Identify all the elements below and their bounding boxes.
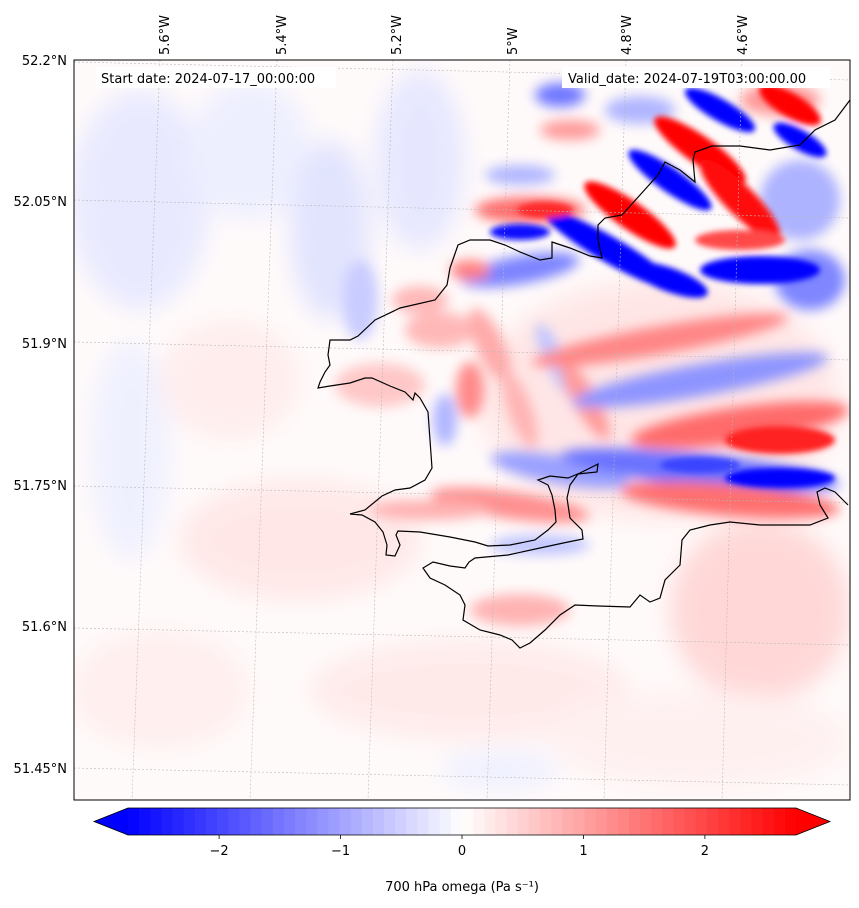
colorbar-segment [361,808,374,835]
map-plot-area: Start date: 2024-07-17_00:00:00 Valid_da… [73,59,851,801]
colorbar-segment [662,808,675,835]
lon-label-5.2W: 5.2°W [390,15,405,55]
colorbar-tick-label: 2 [701,844,709,859]
colorbar-outline [92,807,832,836]
coastline [317,99,850,649]
longitude-labels: 5.6°W 5.4°W 5.2°W 5°W 4.8°W 4.6°W [158,15,751,55]
colorbar-segment [629,808,641,835]
colorbar-segment [595,808,608,835]
colorbar-segment [506,808,519,835]
colorbar-segment [640,808,652,835]
colorbar-segment [729,808,741,835]
colorbar-segment [217,808,229,835]
colorbar-segment [473,808,485,835]
colorbar-segment [428,808,441,835]
colorbar-tick-label: −2 [210,844,229,859]
valid-date-box [562,67,830,88]
lon-label-4.8W: 4.8°W [620,15,635,55]
colorbar-ticks: −2 −1 0 1 2 [210,835,709,859]
colorbar-segment [239,808,252,835]
colorbar-segment [372,808,385,835]
colorbar-segment [706,808,719,835]
colorbar-label: 700 hPa omega (Pa s⁻¹) [385,880,539,895]
colorbar-segment [328,808,341,835]
colorbar-segment [562,808,574,835]
colorbar-segment [617,808,630,835]
lon-label-4.6W: 4.6°W [736,15,751,55]
colorbar: −2 −1 0 1 2 700 hPa omega (Pa s⁻¹) [92,807,832,895]
colorbar-segment [139,808,151,835]
colorbar-segment [573,808,586,835]
colorbar-segment [551,808,563,835]
colorbar-segment [317,808,329,835]
colorbar-segment [339,808,352,835]
valid-date-label: Valid_date: 2024-07-19T03:00:00.00 [568,72,806,87]
lon-label-5W: 5°W [506,27,521,55]
colorbar-tick-label: 1 [579,844,587,859]
colorbar-segment [784,808,797,835]
colorbar-extend-min [94,808,128,835]
colorbar-segment [228,808,240,835]
colorbar-segment [684,808,697,835]
colorbar-segment [695,808,708,835]
omega-field: Start date: 2024-07-17_00:00:00 Valid_da… [74,60,850,800]
colorbar-segment [718,808,730,835]
colorbar-tick-label: 0 [458,844,466,859]
colorbar-segment [395,808,407,835]
colorbar-segments [128,808,797,835]
colorbar-segment [439,808,452,835]
colorbar-segment [161,808,174,835]
colorbar-segment [250,808,263,835]
map-frame [73,59,851,801]
lat-label-51.9N: 51.9°N [22,337,67,352]
lat-label-52.05N: 52.05°N [14,195,67,210]
colorbar-tick-label: −1 [331,844,350,859]
gridlines [74,60,850,800]
colorbar-segment [539,808,552,835]
colorbar-segment [417,808,430,835]
colorbar-segment [484,808,496,835]
colorbar-extend-max [796,808,830,835]
colorbar-segment [751,808,764,835]
colorbar-segment [495,808,508,835]
colorbar-segment [462,808,474,835]
colorbar-segment [673,808,686,835]
colorbar-segment [773,808,786,835]
colorbar-segment [183,808,196,835]
colorbar-segment [517,808,530,835]
lon-label-5.4W: 5.4°W [275,15,290,55]
colorbar-segment [272,808,285,835]
colorbar-segment [150,808,162,835]
lon-label-5.6W: 5.6°W [158,15,173,55]
lat-label-52.2N: 52.2°N [22,54,67,69]
start-date-label: Start date: 2024-07-17_00:00:00 [101,72,315,87]
colorbar-segment [261,808,274,835]
colorbar-segment [283,808,296,835]
colorbar-segment [740,808,753,835]
colorbar-segment [606,808,619,835]
colorbar-segment [128,808,140,835]
colorbar-segment [450,808,463,835]
latitude-labels: 52.2°N 52.05°N 51.9°N 51.75°N 51.6°N 51.… [14,54,67,777]
colorbar-segment [205,808,218,835]
colorbar-segment [762,808,775,835]
colorbar-segment [172,808,185,835]
lat-label-51.6N: 51.6°N [22,620,67,635]
colorbar-segment [584,808,597,835]
colorbar-segment [528,808,541,835]
colorbar-segment [384,808,396,835]
colorbar-segment [306,808,318,835]
start-date-box [96,67,336,88]
lat-label-51.75N: 51.75°N [14,479,67,494]
colorbar-segment [295,808,307,835]
colorbar-segment [651,808,663,835]
colorbar-segment [350,808,363,835]
lat-label-51.45N: 51.45°N [14,762,67,777]
colorbar-segment [406,808,419,835]
colorbar-segment [194,808,207,835]
